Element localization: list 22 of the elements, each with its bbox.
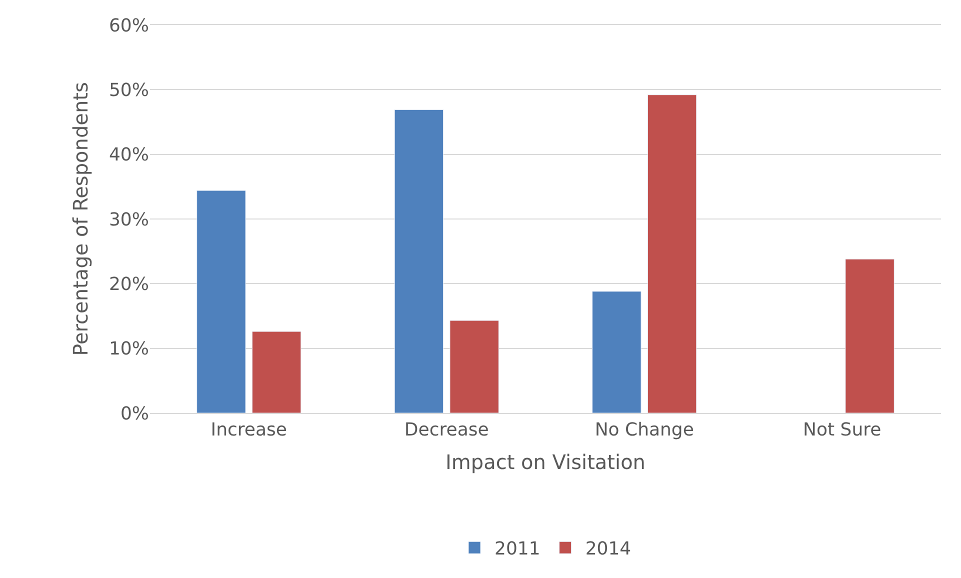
y-tick-label: 40% bbox=[108, 144, 149, 166]
x-tick-label: Decrease bbox=[404, 420, 489, 441]
y-tick-label: 10% bbox=[108, 338, 149, 360]
x-tick-label: No Change bbox=[594, 420, 694, 441]
bar bbox=[592, 291, 642, 413]
y-tick-label: 20% bbox=[108, 274, 149, 295]
x-tick-label: Not Sure bbox=[803, 420, 882, 441]
y-axis-title: Percentage of Respondents bbox=[68, 82, 92, 356]
y-tick-label: 30% bbox=[108, 209, 149, 230]
y-tick-label: 0% bbox=[120, 403, 149, 424]
legend-label: 2014 bbox=[585, 538, 632, 560]
bar bbox=[845, 258, 894, 413]
x-tick-label: Increase bbox=[210, 420, 287, 441]
bar bbox=[394, 109, 444, 413]
bar bbox=[450, 320, 499, 413]
bar bbox=[252, 331, 302, 413]
legend-label: 2011 bbox=[494, 538, 540, 560]
x-axis-title: Impact on Visitation bbox=[446, 450, 646, 474]
y-tick-label: 50% bbox=[108, 80, 149, 101]
bar bbox=[647, 94, 697, 413]
bar bbox=[196, 190, 246, 413]
y-tick-label: 60% bbox=[108, 15, 149, 36]
